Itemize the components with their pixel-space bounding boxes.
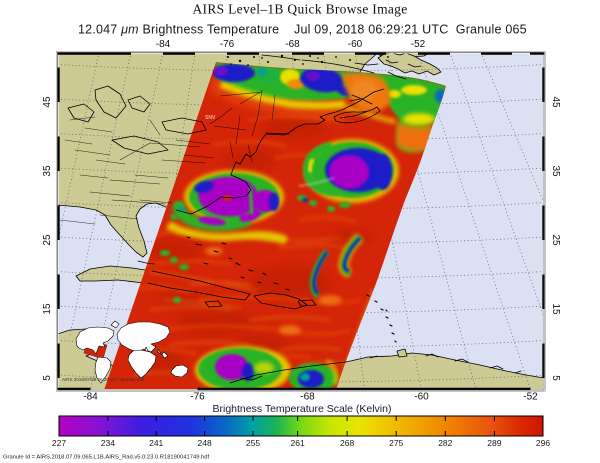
svg-text:Granule Id = AIRS.2018.07.09.0: Granule Id = AIRS.2018.07.09.065.L1B.AIR… [3, 455, 209, 461]
svg-text:282: 282 [438, 438, 452, 448]
svg-text:25: 25 [42, 234, 53, 246]
svg-text:-60: -60 [414, 392, 429, 403]
svg-text:-52: -52 [411, 39, 426, 50]
svg-text:Brightness Temperature Scale (: Brightness Temperature Scale (Kelvin) [213, 403, 392, 415]
svg-text:-84: -84 [156, 39, 171, 50]
svg-text:241: 241 [149, 438, 163, 448]
svg-text:15: 15 [42, 303, 53, 315]
svg-text:35: 35 [42, 165, 53, 177]
svg-text:AIRS Level–1B Quick Browse Ima: AIRS Level–1B Quick Browse Image [192, 2, 407, 17]
svg-text:5: 5 [550, 375, 561, 381]
svg-text:SNV: SNV [205, 115, 216, 121]
svg-text:268: 268 [340, 438, 354, 448]
svg-text:296: 296 [536, 438, 550, 448]
svg-text:289: 289 [487, 438, 501, 448]
svg-text:261: 261 [291, 438, 305, 448]
svg-text:-68: -68 [300, 392, 315, 403]
svg-text:12.047 μm Brightness Temperatu: 12.047 μm Brightness Temperature Jul 09,… [78, 23, 527, 37]
svg-text:-60: -60 [348, 39, 363, 50]
svg-text:-52: -52 [523, 392, 538, 403]
svg-text:AIRS 2018/07/09 06:29 UTC gran: AIRS 2018/07/09 06:29 UTC granule 065 [62, 377, 145, 382]
svg-text:35: 35 [550, 165, 561, 177]
svg-text:-76: -76 [190, 392, 205, 403]
svg-text:5: 5 [42, 375, 53, 381]
svg-text:255: 255 [246, 438, 260, 448]
svg-text:25: 25 [550, 234, 561, 246]
svg-text:45: 45 [42, 96, 53, 108]
svg-text:-84: -84 [83, 392, 98, 403]
svg-text:-76: -76 [220, 39, 235, 50]
svg-text:15: 15 [550, 303, 561, 315]
svg-text:234: 234 [101, 438, 115, 448]
svg-text:275: 275 [389, 438, 403, 448]
svg-text:248: 248 [198, 438, 212, 448]
svg-text:-68: -68 [285, 39, 300, 50]
svg-text:45: 45 [550, 96, 561, 108]
svg-text:227: 227 [52, 438, 66, 448]
